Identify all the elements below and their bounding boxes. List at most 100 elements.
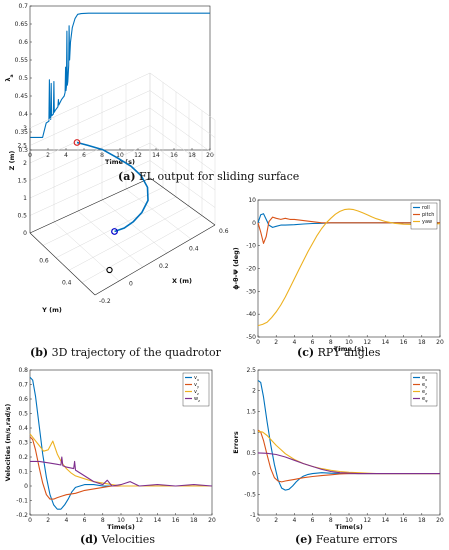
y-axis-label: ϕ-θ-Ψ (deg) bbox=[232, 247, 240, 290]
y-tick-label: 0 bbox=[252, 471, 256, 478]
axis-line bbox=[94, 224, 216, 296]
legend-label: yaw bbox=[422, 219, 432, 225]
plot-area-d bbox=[29, 369, 213, 516]
y-tick-label: 2.5 bbox=[246, 367, 256, 374]
grid-line bbox=[29, 142, 151, 199]
axis-line bbox=[29, 232, 96, 296]
y-tick-label: 0.6 bbox=[18, 396, 28, 403]
y-tick-label: 10 bbox=[248, 197, 256, 204]
x-tick-label: -0.2 bbox=[99, 298, 111, 305]
x-tick-label: 0 bbox=[129, 281, 133, 288]
x-tick-label: 14 bbox=[382, 517, 390, 524]
x-tick-label: 20 bbox=[208, 517, 216, 524]
x-tick-label: 0 bbox=[28, 517, 32, 524]
y-tick-label: 0 bbox=[252, 220, 256, 227]
grid-line bbox=[77, 210, 144, 268]
x-tick-label: 12 bbox=[363, 339, 371, 346]
legend-label: ey bbox=[422, 382, 427, 389]
x-tick-label: 14 bbox=[154, 517, 162, 524]
x-tick-label: 18 bbox=[190, 517, 198, 524]
x-tick-label: 18 bbox=[188, 152, 196, 159]
y-tick-label: -0.1 bbox=[16, 498, 28, 505]
legend-label: ez bbox=[422, 389, 427, 396]
y-tick-label: 0.4 bbox=[62, 279, 72, 286]
z-axis-label: Z (m) bbox=[8, 151, 16, 171]
z-tick-label: 2.5 bbox=[17, 143, 27, 150]
grid-line bbox=[81, 215, 203, 283]
grid-line bbox=[55, 196, 177, 259]
x-tick-label: 16 bbox=[170, 152, 178, 159]
y-tick-label: 1 bbox=[252, 429, 256, 436]
y-tick-label: 0.4 bbox=[18, 111, 28, 118]
y-tick-label: -0.5 bbox=[244, 491, 256, 498]
x-tick-label: 8 bbox=[329, 339, 333, 346]
y-tick-label: -1 bbox=[250, 512, 256, 519]
x-tick-label: 20 bbox=[436, 517, 444, 524]
x-axis-label: Time (s) bbox=[334, 345, 364, 353]
panel-c-chart: 0 2 4 6 8 10 12 14 16 18 20-50-40-30-20-10010Time … bbox=[232, 197, 444, 353]
y-tick-label: -40 bbox=[246, 311, 256, 318]
x-tick-label: 8 bbox=[329, 517, 333, 524]
legend-label: pitch bbox=[422, 212, 434, 218]
end-marker bbox=[111, 228, 118, 235]
y-tick-label: 0.5 bbox=[18, 411, 28, 418]
caption-e: (e) Feature errors bbox=[295, 533, 398, 546]
x-tick-label: 10 bbox=[345, 339, 353, 346]
legend-label: wz bbox=[194, 396, 200, 403]
x-tick-label: 18 bbox=[418, 517, 426, 524]
y-tick-label: -20 bbox=[246, 266, 256, 273]
grid-line bbox=[149, 107, 216, 156]
y-tick-label: 0.1 bbox=[18, 469, 28, 476]
x-tick-label: 12 bbox=[135, 517, 143, 524]
legend-label: eψ bbox=[422, 396, 428, 403]
series-line-w_z bbox=[30, 456, 213, 487]
x-tick-label: 4 bbox=[64, 517, 68, 524]
x-tick-label: 0.6 bbox=[219, 228, 229, 235]
y-tick-label: 0.35 bbox=[15, 129, 29, 136]
x-tick-label: 0.2 bbox=[159, 263, 169, 270]
y-tick-label: 0.2 bbox=[18, 454, 28, 461]
series-line-yaw bbox=[257, 208, 441, 327]
legend-label: vz bbox=[194, 389, 199, 396]
y-tick-label: -30 bbox=[246, 288, 256, 295]
start-marker bbox=[73, 139, 81, 146]
grid-line bbox=[29, 160, 151, 216]
x-tick-label: 16 bbox=[400, 517, 408, 524]
x-tick-label: 16 bbox=[400, 339, 408, 346]
ground-marker bbox=[106, 266, 113, 274]
plot-area-e bbox=[257, 369, 441, 516]
x-axis-label: Time (s) bbox=[105, 158, 135, 166]
z-tick-label: 1 bbox=[23, 195, 27, 202]
y-tick-label: 0.45 bbox=[15, 93, 29, 100]
x-tick-label: 6 bbox=[83, 517, 87, 524]
y-axis-label: Velocities (m/s,rad/s) bbox=[4, 404, 12, 482]
y-axis-label: Errors bbox=[232, 431, 240, 454]
y-tick-label: 0.7 bbox=[18, 3, 28, 10]
y-tick-label: 0.55 bbox=[15, 57, 29, 64]
x-tick-label: 12 bbox=[134, 152, 142, 159]
series-line-s0 bbox=[30, 12, 210, 138]
x-tick-label: 2 bbox=[274, 339, 278, 346]
z-tick-label: 0.5 bbox=[17, 213, 27, 220]
grid-line bbox=[29, 107, 151, 164]
x-tick-label: 4 bbox=[292, 517, 296, 524]
grid-line bbox=[53, 221, 120, 282]
grid-line bbox=[149, 72, 216, 121]
x-tick-label: 2 bbox=[46, 517, 50, 524]
x-tick-label: 16 bbox=[172, 517, 180, 524]
grid-line bbox=[29, 90, 151, 146]
grid-line bbox=[149, 125, 216, 173]
grid-line bbox=[149, 90, 216, 138]
x-axis-label: Time(s) bbox=[335, 523, 363, 531]
y-tick-label: -0.2 bbox=[16, 512, 28, 519]
x-tick-label: 4 bbox=[292, 339, 296, 346]
x-axis-label: X (m) bbox=[172, 277, 192, 285]
x-tick-label: 10 bbox=[116, 152, 124, 159]
grid-line bbox=[101, 199, 168, 254]
legend-label: ex bbox=[422, 375, 427, 382]
grid-line bbox=[149, 142, 216, 191]
trajectory-line bbox=[76, 141, 149, 233]
y-tick-label: 0.8 bbox=[18, 367, 28, 374]
grid-line bbox=[125, 188, 192, 240]
y-tick-label: 1.5 bbox=[246, 408, 256, 415]
